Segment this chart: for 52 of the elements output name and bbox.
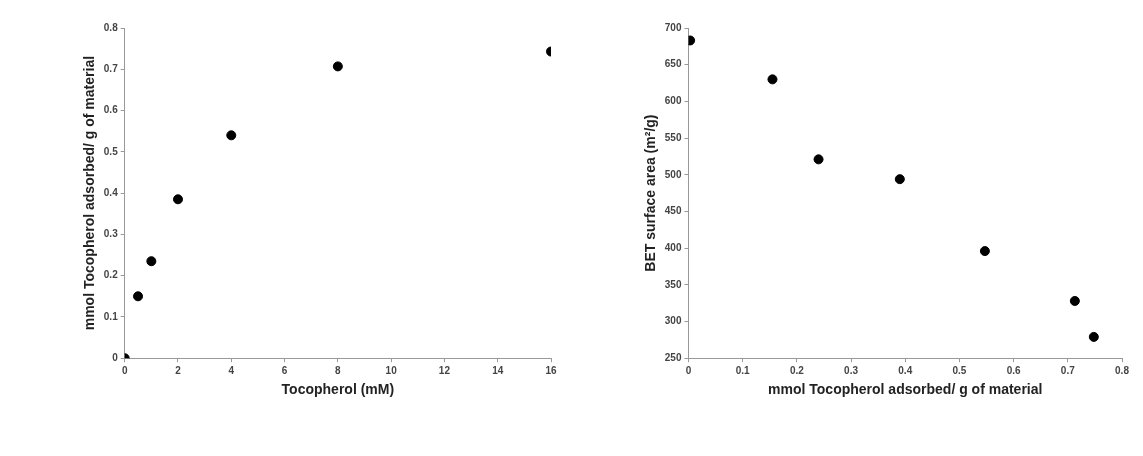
y-tick-label: 700 [664, 21, 682, 33]
point [1069, 295, 1080, 306]
y-tick-label: 600 [664, 95, 682, 107]
x-tick-label: 0.5 [952, 364, 967, 376]
x-tick-label: 0 [685, 364, 692, 376]
x-tick-label: 0.6 [1006, 364, 1022, 376]
x-tick-label: 0.7 [1060, 364, 1076, 376]
y-tick-label: 0.4 [103, 186, 119, 198]
x-tick-label: 0.2 [789, 364, 805, 376]
x-axis-title: mmol Tocopherol adsorbed/ g of material [768, 381, 1043, 398]
y-tick-label: 250 [664, 351, 682, 363]
x-tick-label: 10 [385, 364, 398, 376]
y-tick-label: 300 [664, 315, 682, 327]
y-tick-label: 500 [664, 168, 682, 180]
x-tick-label: 0.4 [898, 364, 913, 376]
x-tick-label: 14 [492, 364, 504, 376]
y-tick-label: 0.8 [103, 21, 119, 33]
point [226, 130, 237, 141]
y-tick-label: 0.5 [103, 145, 119, 157]
x-tick-label: 8 [335, 364, 342, 376]
point [133, 291, 144, 302]
y-tick-label: 0.2 [103, 269, 119, 281]
y-tick-label: 550 [664, 131, 682, 143]
point [332, 61, 343, 72]
x-tick-label: 0.3 [844, 364, 859, 376]
y-tick-label: 0.7 [103, 63, 119, 75]
y-tick-label: 0.6 [103, 104, 119, 116]
y-tick-label: 650 [664, 58, 682, 70]
y-tick-label: 0.1 [103, 310, 119, 322]
x-tick-label: 0.8 [1115, 364, 1130, 376]
point [767, 74, 778, 85]
y-tick-label: 0.3 [103, 228, 119, 240]
x-tick-label: 2 [175, 364, 182, 376]
x-tick-label: 4 [228, 364, 235, 376]
x-tick-label: 0 [121, 364, 128, 376]
y-axis-title: mmol Tocopherol adsorbed/ g of material [81, 55, 98, 331]
x-tick-label: 0.1 [735, 364, 751, 376]
point [172, 194, 183, 205]
point [813, 154, 824, 165]
y-tick-label: 400 [664, 241, 682, 253]
y-axis-title: BET surface area (m²/g) [642, 114, 659, 272]
y-tick-label: 450 [664, 205, 682, 217]
x-tick-label: 6 [281, 364, 288, 376]
y-tick-label: 350 [664, 278, 682, 290]
x-axis-title: Tocopherol (mM) [281, 381, 395, 398]
y-tick-label: 0 [112, 351, 119, 363]
x-tick-label: 16 [545, 364, 557, 376]
point [894, 174, 905, 185]
x-tick-label: 12 [438, 364, 451, 376]
point [979, 246, 990, 257]
point [146, 256, 157, 267]
point [1088, 331, 1099, 342]
